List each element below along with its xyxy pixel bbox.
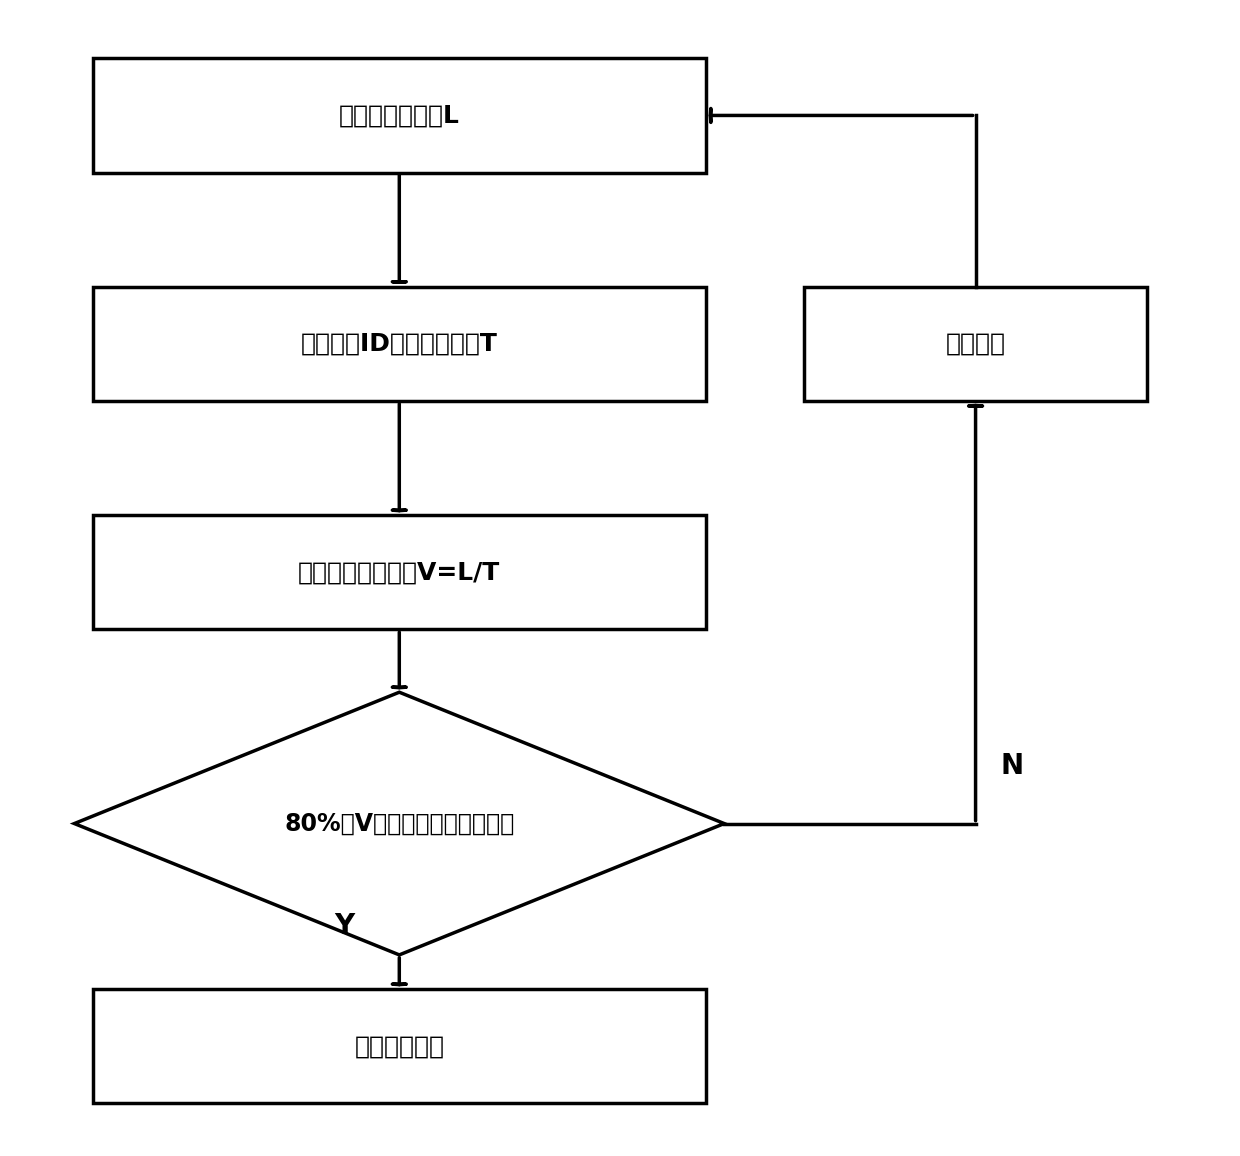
Bar xyxy=(93,287,706,401)
Text: 校准时间: 校准时间 xyxy=(946,332,1006,356)
Bar xyxy=(93,58,706,172)
Text: N: N xyxy=(1001,753,1024,780)
Text: 获取两卡口距离L: 获取两卡口距离L xyxy=(339,103,460,127)
Text: 提取相同ID车辆旅行时间T: 提取相同ID车辆旅行时间T xyxy=(301,332,497,356)
Bar xyxy=(93,516,706,629)
Text: 卡口时间准确: 卡口时间准确 xyxy=(355,1035,444,1058)
Polygon shape xyxy=(74,692,724,955)
Bar xyxy=(93,990,706,1103)
Text: 80%的V符合路段平均车速范围: 80%的V符合路段平均车速范围 xyxy=(284,812,515,836)
Text: Y: Y xyxy=(334,912,355,940)
Text: 计算区间平均车速V=L/T: 计算区间平均车速V=L/T xyxy=(298,561,501,584)
Bar xyxy=(804,287,1147,401)
